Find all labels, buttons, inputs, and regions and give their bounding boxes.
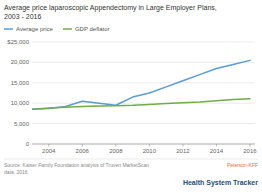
y-tick-label: 20,000 xyxy=(11,59,30,65)
grid-line xyxy=(32,42,255,43)
grid-line xyxy=(32,82,255,83)
grid-line xyxy=(32,123,255,124)
x-tick-label: 2014 xyxy=(210,148,224,154)
x-tick-label: 2004 xyxy=(42,148,56,154)
title: Average price laparoscopic Appendectomy … xyxy=(4,4,217,12)
legend: Average price GDP deflator xyxy=(4,26,110,32)
grid-line xyxy=(32,103,255,104)
x-tick xyxy=(115,144,116,147)
tracker-text: Health System Tracker xyxy=(183,179,258,187)
x-tick-label: 2012 xyxy=(176,148,190,154)
legend-swatch xyxy=(4,28,13,30)
grid-line xyxy=(32,144,255,145)
x-tick-label: 2010 xyxy=(143,148,157,154)
source: Source: Kaiser Family Foundation analysi… xyxy=(4,162,149,175)
legend-label: GDP deflator xyxy=(75,26,110,32)
series-line xyxy=(32,60,250,109)
y-tick-label: 10,000 xyxy=(11,100,30,106)
plot-area xyxy=(32,60,250,109)
x-tick xyxy=(48,144,49,147)
x-tick xyxy=(216,144,217,147)
tracker-label: Peterson-KFF xyxy=(227,162,258,168)
x-tick xyxy=(149,144,150,147)
series-line xyxy=(32,99,250,110)
y-tick-label: $25,000 xyxy=(7,39,29,45)
legend-label: Average price xyxy=(16,26,54,32)
x-axis xyxy=(32,144,255,145)
grid-line xyxy=(32,62,255,63)
source-line: data, 2016 xyxy=(4,169,28,175)
y-tick-label: 0 xyxy=(26,141,30,147)
y-tick-label: 5,000 xyxy=(14,121,30,127)
x-tick-label: 2008 xyxy=(109,148,123,154)
y-tick-label: 15,000 xyxy=(11,80,30,86)
x-tick-label: 2016 xyxy=(243,148,257,154)
x-tick xyxy=(249,144,250,147)
x-tick xyxy=(82,144,83,147)
x-tick xyxy=(182,144,183,147)
subtitle: 2003 - 2016 xyxy=(4,13,41,20)
x-tick-label: 2006 xyxy=(76,148,90,154)
source-line: Source: Kaiser Family Foundation analysi… xyxy=(4,162,149,168)
chart: Average price laparoscopic Appendectomy … xyxy=(0,0,262,193)
separator xyxy=(4,159,258,160)
legend-swatch xyxy=(63,28,72,30)
